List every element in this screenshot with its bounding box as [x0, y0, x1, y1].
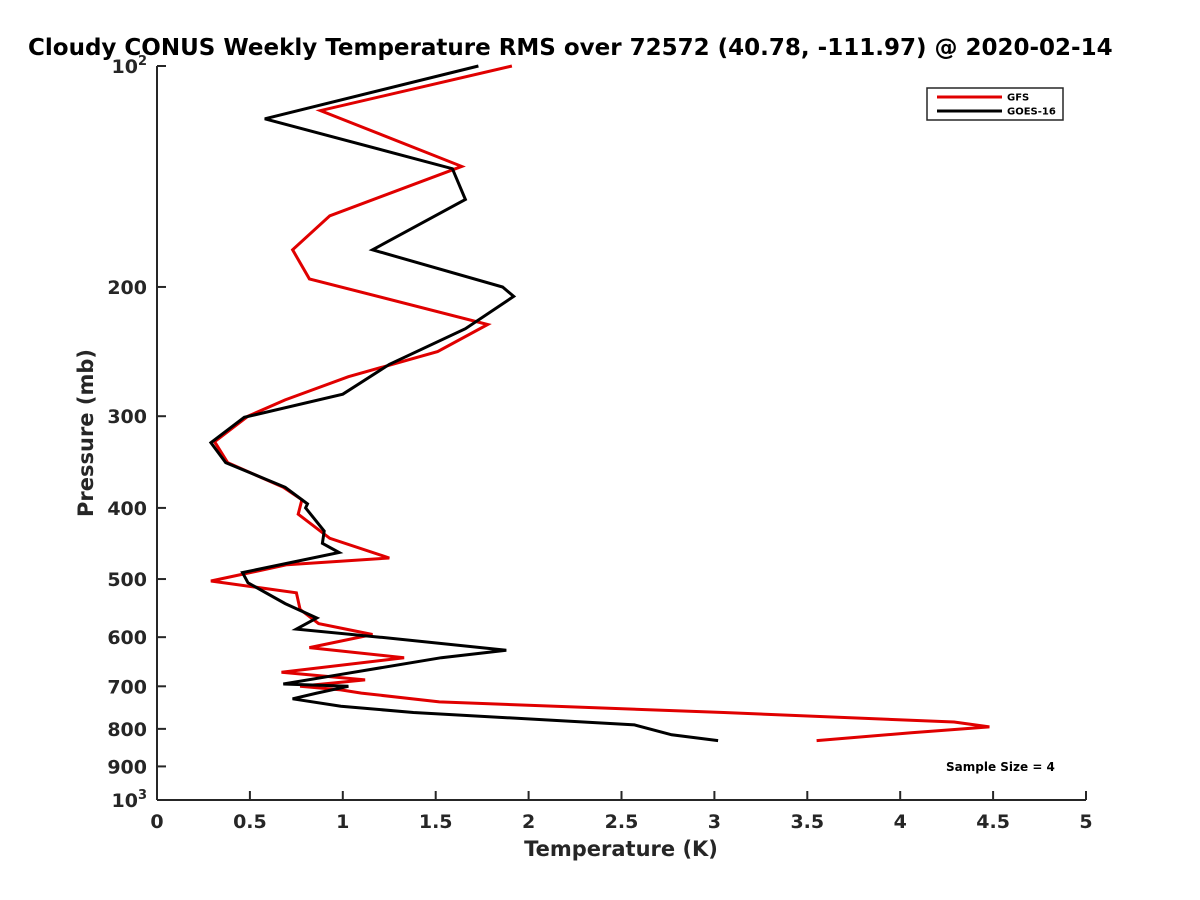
y-tick-label: 102: [112, 54, 148, 78]
x-tick-label: 2: [522, 811, 535, 833]
x-tick-label: 1.5: [419, 811, 453, 833]
x-tick-label: 5: [1079, 811, 1092, 833]
legend-label-gfs: GFS: [1007, 93, 1029, 104]
y-tick-label: 500: [107, 569, 147, 591]
y-tick-label: 700: [107, 676, 147, 698]
x-tick-label: 3.5: [790, 811, 824, 833]
y-tick-label: 200: [107, 277, 147, 299]
legend-box: [926, 87, 1064, 121]
x-tick-label: 3: [708, 811, 721, 833]
y-tick-label: 400: [107, 498, 147, 520]
plot-area: [156, 64, 1086, 801]
series-line-gfs: [210, 64, 990, 743]
y-tick-label: 103: [112, 788, 148, 812]
legend: GFS GOES-16: [926, 87, 1064, 121]
x-tick-label: 1: [336, 811, 349, 833]
x-tick-label: 4: [894, 811, 907, 833]
y-tick-label: 800: [107, 719, 147, 741]
y-tick-label: 600: [107, 627, 147, 649]
x-tick-label: 4.5: [976, 811, 1010, 833]
y-axis-ticks: 102 200 300 400 500 600 700 800 900 103: [107, 54, 166, 812]
x-axis-ticks: 0 0.5 1 1.5 2 2.5 3 3.5 4 4.5 5: [150, 791, 1093, 833]
y-tick-label: 300: [107, 406, 147, 428]
chart-title: Cloudy CONUS Weekly Temperature RMS over…: [28, 35, 1113, 61]
series-layer: [208, 64, 990, 743]
sample-size-annotation: Sample Size = 4: [946, 760, 1055, 774]
x-tick-label: 2.5: [605, 811, 639, 833]
x-axis-label: Temperature (K): [524, 837, 718, 861]
y-tick-label: 900: [107, 756, 147, 778]
x-tick-label: 0.5: [233, 811, 267, 833]
legend-label-goes16: GOES-16: [1007, 107, 1056, 118]
x-tick-label: 0: [150, 811, 163, 833]
y-axis-label: Pressure (mb): [74, 349, 98, 517]
series-line-goes16: [208, 64, 719, 743]
